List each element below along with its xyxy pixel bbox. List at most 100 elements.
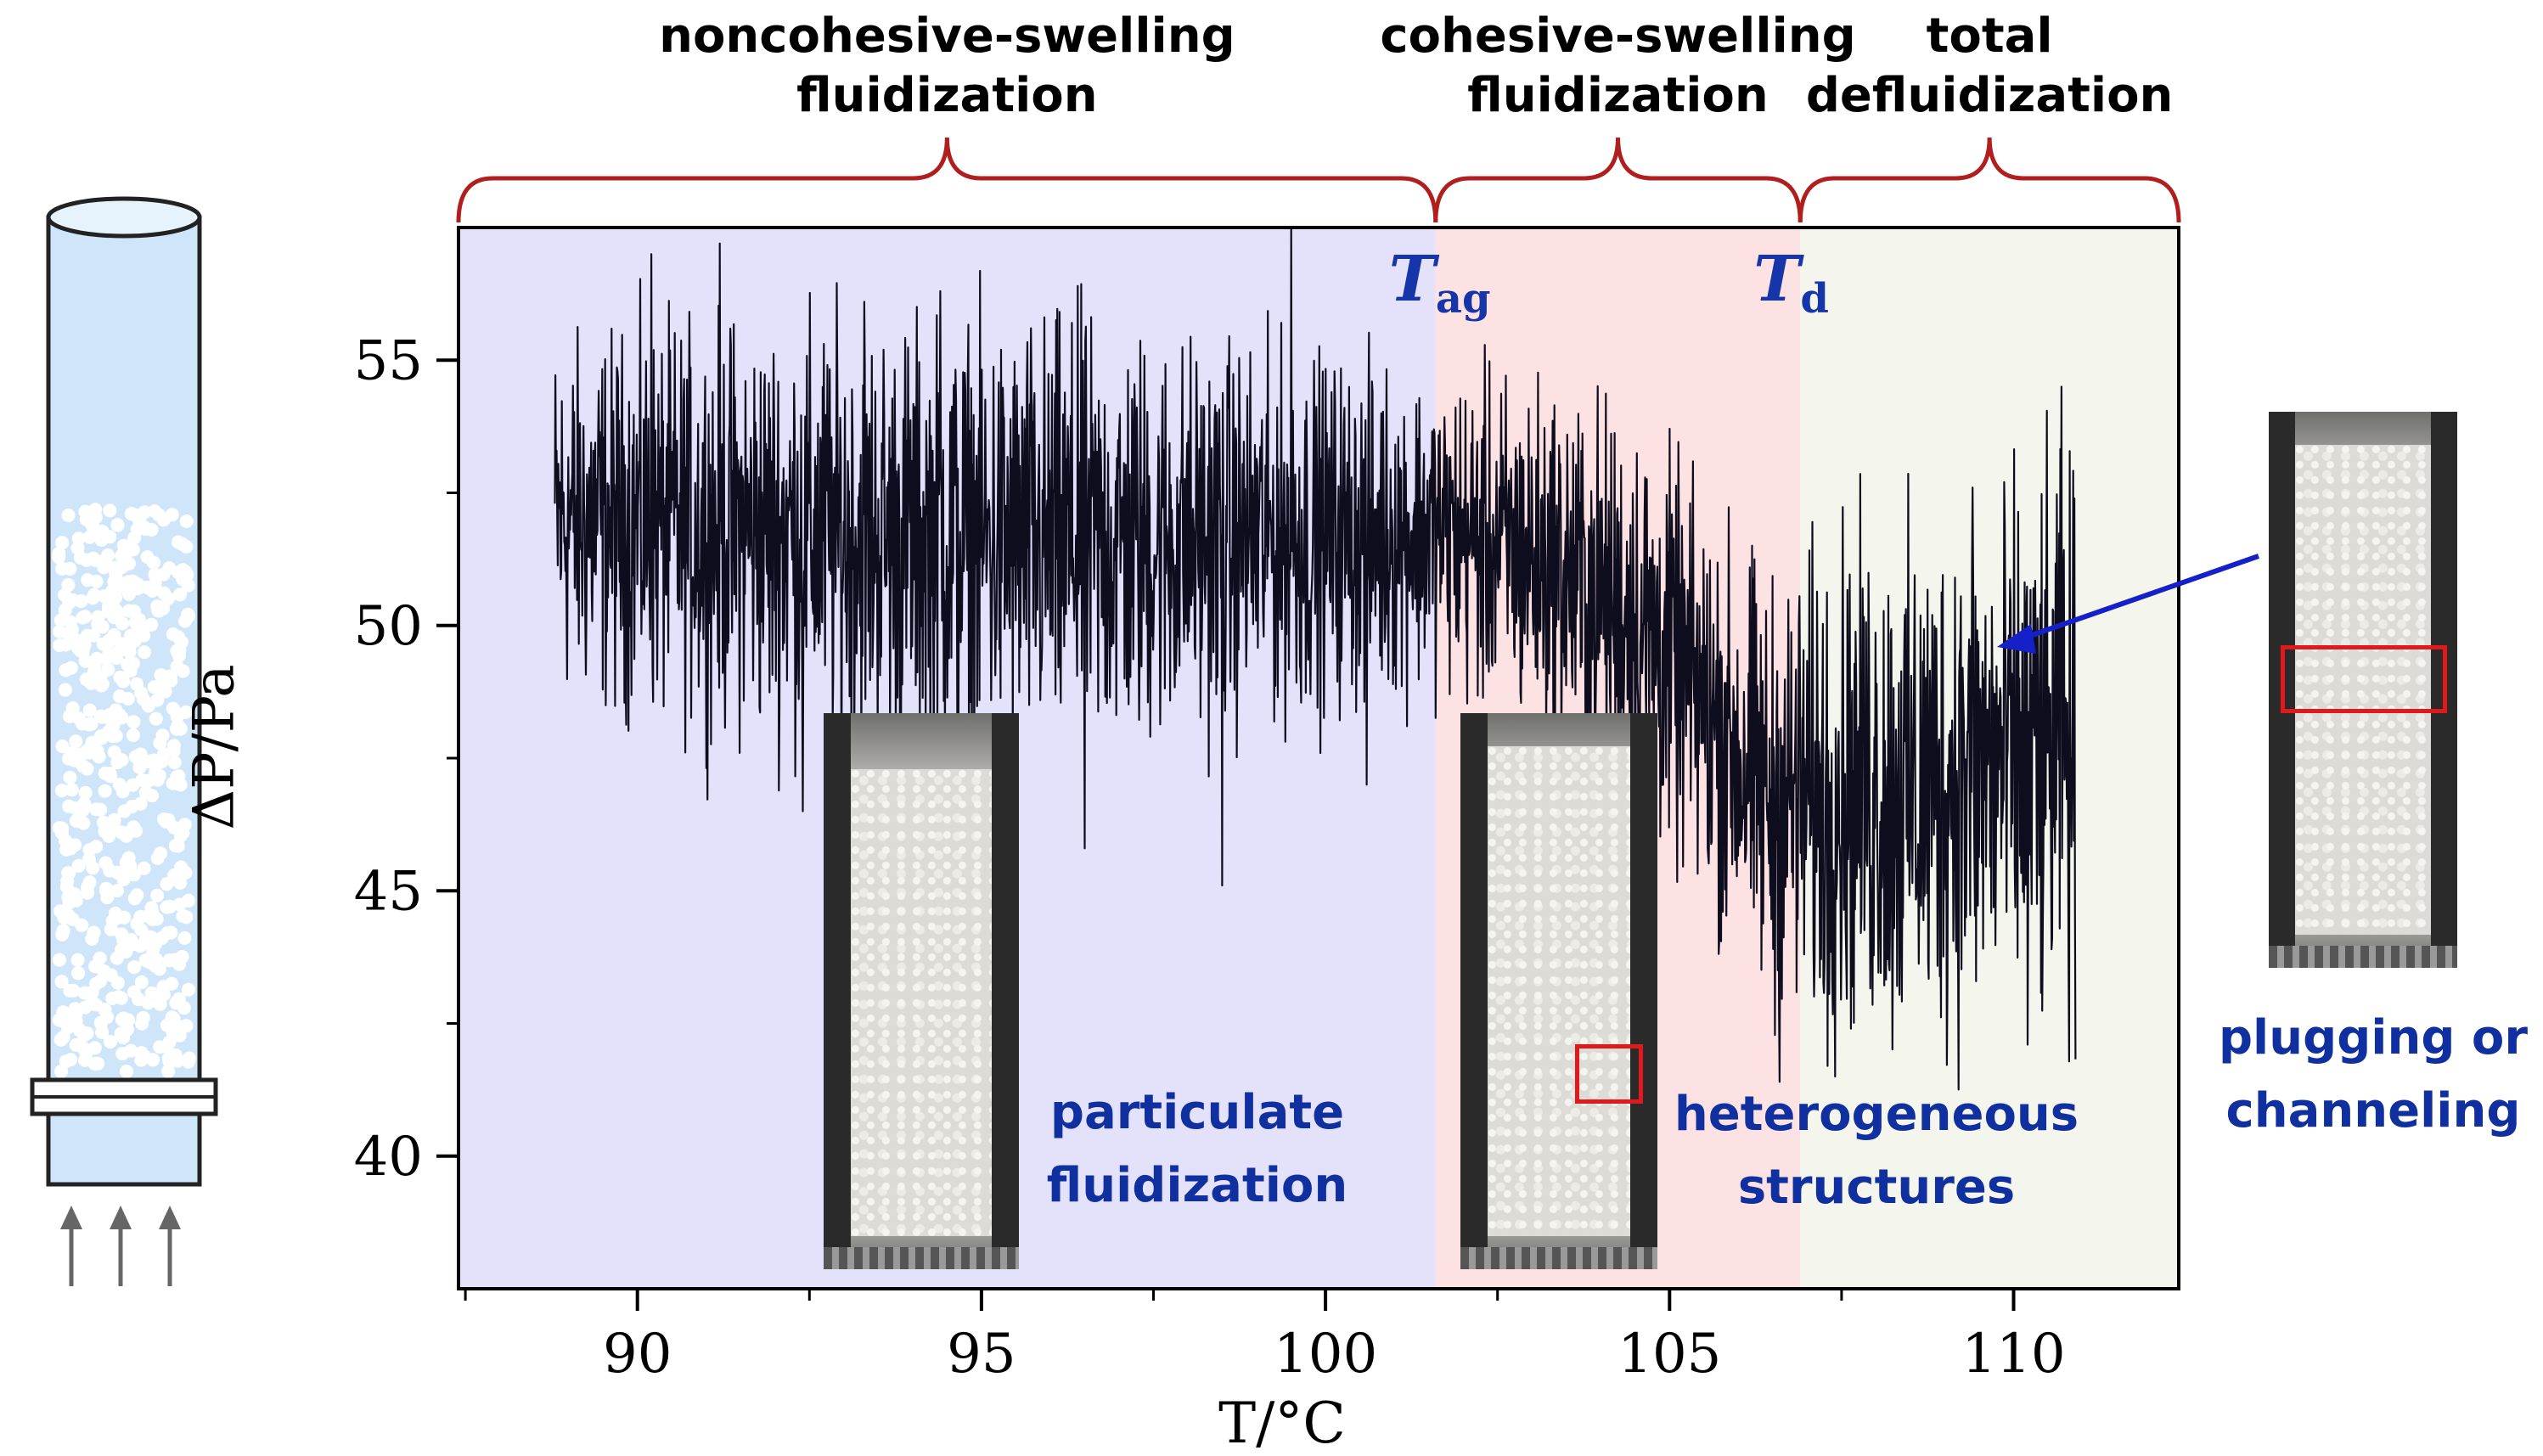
bed-particle — [77, 1028, 91, 1043]
bed-particle — [153, 1040, 167, 1054]
bed-particle — [170, 770, 184, 784]
bed-particle — [59, 663, 73, 677]
bed-particle — [127, 868, 141, 882]
bed-particle — [70, 633, 85, 648]
x-tick-label: 100 — [1274, 1323, 1377, 1386]
bed-particle — [85, 735, 99, 750]
note-plugging-or-channeling: plugging or channeling — [2218, 1010, 2529, 1138]
bed-particle — [69, 734, 83, 749]
temperature-marker-subscript: ag — [1435, 275, 1491, 323]
bed-particle — [93, 526, 108, 540]
bed-particle — [127, 960, 141, 975]
bed-particle — [98, 784, 112, 798]
bed-particle — [169, 996, 183, 1010]
bed-particle — [137, 861, 151, 875]
bed-particle — [61, 509, 76, 522]
bed-particle — [147, 555, 160, 570]
bed-particle — [132, 621, 146, 636]
bed-particle — [53, 638, 67, 653]
bed-particle — [109, 651, 123, 666]
bed-particle — [92, 750, 106, 764]
bed-particle — [141, 908, 155, 923]
bed-particle — [172, 897, 187, 912]
bed-particle — [174, 860, 188, 874]
bed-particle — [71, 531, 86, 546]
bed-particle — [165, 976, 179, 991]
bed-particle — [69, 801, 83, 816]
bed-particle — [71, 858, 86, 873]
bed-particle — [69, 1007, 83, 1021]
bed-particle — [87, 658, 102, 672]
bed-particle — [176, 826, 190, 840]
bed-particle — [159, 814, 173, 829]
x-axis-title: T/°C — [1218, 1391, 1346, 1456]
bed-particle — [116, 933, 131, 947]
bed-particle — [176, 664, 190, 678]
callout-arrow-head — [1997, 624, 2036, 654]
bed-particle — [141, 699, 155, 713]
bed-particle — [173, 587, 188, 602]
bed-particle — [116, 1031, 131, 1045]
bed-particle — [69, 1037, 83, 1052]
bed-particle — [123, 664, 138, 678]
pressure-drop-series — [554, 226, 2077, 1091]
bed-particle — [100, 891, 115, 905]
bed-particle — [63, 770, 77, 784]
bed-particle — [61, 866, 76, 880]
upward-arrow-head — [60, 1206, 82, 1229]
bed-particle — [179, 1019, 194, 1033]
bed-particle — [104, 1035, 117, 1048]
bed-particle — [103, 503, 117, 518]
region-brackets — [456, 137, 2181, 223]
bed-particle — [135, 773, 149, 787]
bed-particle — [77, 986, 92, 1000]
region-bracket — [1433, 137, 1803, 223]
y-axis-title: ΔP/Pa — [181, 664, 247, 830]
bed-particle — [177, 930, 192, 945]
bed-particle — [91, 610, 105, 624]
bed-particle — [63, 983, 77, 998]
bed-particle — [97, 728, 111, 743]
bed-particle — [88, 553, 103, 567]
bed-particle — [88, 959, 103, 974]
bed-particle — [132, 992, 146, 1007]
bed-particle — [127, 728, 140, 742]
bed-particle — [71, 966, 86, 981]
bed-particle — [126, 574, 140, 588]
bed-particle — [79, 512, 93, 526]
bed-particle — [87, 925, 101, 940]
x-tick-label: 105 — [1618, 1323, 1721, 1386]
bed-particle — [160, 926, 175, 940]
bed-particle — [61, 908, 76, 923]
bed-particle — [76, 759, 90, 773]
photo-highlight-box — [1575, 1044, 1643, 1104]
bed-particle — [65, 891, 79, 906]
bed-particle — [170, 722, 183, 736]
bed-particle — [121, 604, 136, 618]
bed-particle — [103, 863, 117, 878]
bed-particle — [181, 607, 195, 621]
bed-particle — [79, 1046, 93, 1060]
bed-particle — [55, 784, 69, 798]
bed-particle — [167, 756, 182, 770]
bed-particle — [82, 703, 97, 717]
bed-particle — [74, 594, 88, 608]
region-title: noncohesive-swelling fluidization — [659, 8, 1235, 123]
bed-particle — [55, 927, 70, 942]
bed-particle — [121, 556, 136, 571]
bed-particle — [112, 708, 127, 722]
bed-particle — [152, 508, 166, 522]
bed-particle — [103, 767, 117, 781]
bed-particle — [155, 728, 170, 743]
bed-particle — [170, 710, 184, 724]
bed-particle — [104, 922, 118, 936]
bed-particle — [101, 662, 115, 677]
bed-particle — [108, 906, 122, 920]
bed-particle — [52, 953, 66, 967]
y-tick-label: 40 — [354, 1126, 423, 1189]
bed-particle — [65, 783, 79, 797]
bed-particle — [81, 885, 94, 900]
temperature-marker-label: Td — [1753, 243, 1829, 323]
region-title: total defluidization — [1805, 8, 2174, 123]
